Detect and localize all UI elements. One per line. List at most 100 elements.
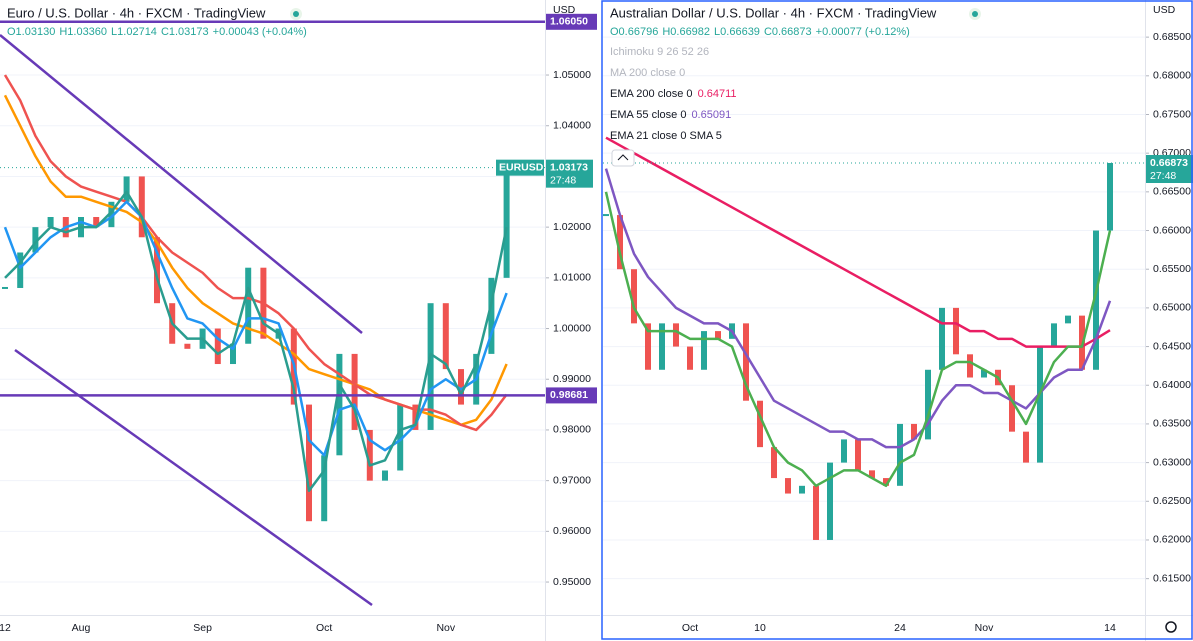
y-tick-label: 1.05000 (553, 69, 591, 81)
ma-line (3, 94, 508, 427)
x-tick-label: 10 (754, 622, 766, 634)
legend-entry: EMA 55 close 0 (610, 109, 686, 121)
candle (32, 227, 39, 253)
candle (458, 369, 464, 405)
y-tick-label: 0.98000 (553, 424, 591, 436)
candle (953, 307, 959, 355)
ohlc-value: C1.03173 (161, 26, 209, 38)
countdown: 27:48 (550, 174, 576, 186)
ma-line (604, 191, 1112, 488)
candle (855, 439, 861, 471)
ma-line (604, 168, 1112, 449)
y-tick-label: 0.66000 (1153, 224, 1191, 236)
candle (503, 167, 510, 278)
candle (813, 485, 819, 540)
candle (1107, 162, 1113, 231)
candle (1051, 323, 1057, 347)
candle (925, 369, 931, 440)
candle (336, 353, 343, 456)
candle (771, 447, 777, 479)
collapse-icon (617, 154, 629, 161)
hline-badge (545, 387, 597, 404)
x-tick-label: 12 (0, 622, 11, 634)
ma-line (3, 200, 508, 457)
y-tick-label: 0.67500 (1153, 108, 1191, 120)
ma-line (4, 190, 508, 493)
y-tick-label: 1.04000 (553, 120, 591, 132)
candle (757, 400, 763, 448)
symbol-label: EURUSD (499, 161, 544, 173)
candle (785, 478, 791, 494)
indicator-hidden: Ichimoku 9 26 52 26 (610, 46, 709, 58)
ohlc-value: H0.66982 (662, 26, 710, 38)
candle (841, 439, 847, 463)
y-tick-label: 0.66500 (1153, 186, 1191, 198)
y-tick-label: 0.96000 (553, 525, 591, 537)
candle (1023, 431, 1029, 463)
currency-label: USD (553, 4, 576, 16)
candle (1065, 315, 1071, 324)
candle (306, 404, 312, 522)
x-tick-label: 14 (1104, 622, 1116, 634)
candle (442, 303, 449, 370)
candle (93, 216, 100, 228)
candle (351, 353, 358, 430)
legend-value: 0.65091 (691, 109, 731, 121)
candle (799, 485, 805, 494)
candle (939, 307, 945, 370)
candle (230, 343, 236, 365)
candle (154, 237, 160, 304)
y-tick-label: 0.99000 (553, 373, 591, 385)
candle (138, 176, 145, 238)
price-badge (1145, 154, 1193, 183)
x-tick-label: Oct (682, 622, 698, 634)
status-icon (972, 11, 978, 17)
settings-button[interactable] (1165, 621, 1177, 633)
candle (1009, 385, 1015, 432)
candle (397, 404, 404, 471)
x-tick-label: Oct (316, 622, 332, 634)
candle (366, 429, 373, 481)
candle (967, 354, 973, 378)
candle (382, 470, 388, 481)
y-tick-label: 0.68500 (1153, 31, 1191, 43)
candle (603, 214, 609, 217)
candle (412, 404, 419, 430)
candle (245, 267, 252, 344)
countdown: 27:48 (1150, 170, 1176, 182)
x-tick-label: Nov (436, 622, 455, 634)
candle (883, 478, 889, 486)
y-tick-label: 0.68000 (1153, 70, 1191, 82)
ma-line (605, 136, 1111, 348)
x-tick-label: 24 (894, 622, 906, 634)
mark-layer (0, 20, 1145, 540)
y-tick-label: 0.95000 (553, 576, 591, 588)
candle (869, 470, 875, 479)
candle (2, 286, 8, 289)
candle (701, 331, 707, 370)
candle (427, 303, 434, 430)
indicator-hidden: MA 200 close 0 (610, 67, 685, 79)
y-tick-label: 0.61500 (1153, 572, 1191, 584)
candle (911, 423, 917, 440)
x-tick-label: Nov (975, 622, 994, 634)
candle (47, 216, 54, 228)
price-label: 1.03173 (550, 161, 588, 173)
currency-label: USD (1153, 4, 1176, 16)
y-tick-label: 1.00000 (553, 322, 591, 334)
candle (743, 323, 749, 401)
candle (981, 369, 987, 378)
candle (659, 323, 665, 370)
candle (123, 176, 130, 202)
trend-line (14, 348, 373, 607)
ohlc-value: O1.03130 (7, 26, 55, 38)
collapse-button[interactable] (611, 149, 635, 167)
legend-entry: EMA 200 close 0 (610, 88, 693, 100)
candle (108, 201, 115, 228)
grid-layer (0, 36, 1145, 583)
y-tick-label: 1.02000 (553, 221, 591, 233)
candle (673, 323, 679, 347)
status-icon (293, 11, 299, 17)
